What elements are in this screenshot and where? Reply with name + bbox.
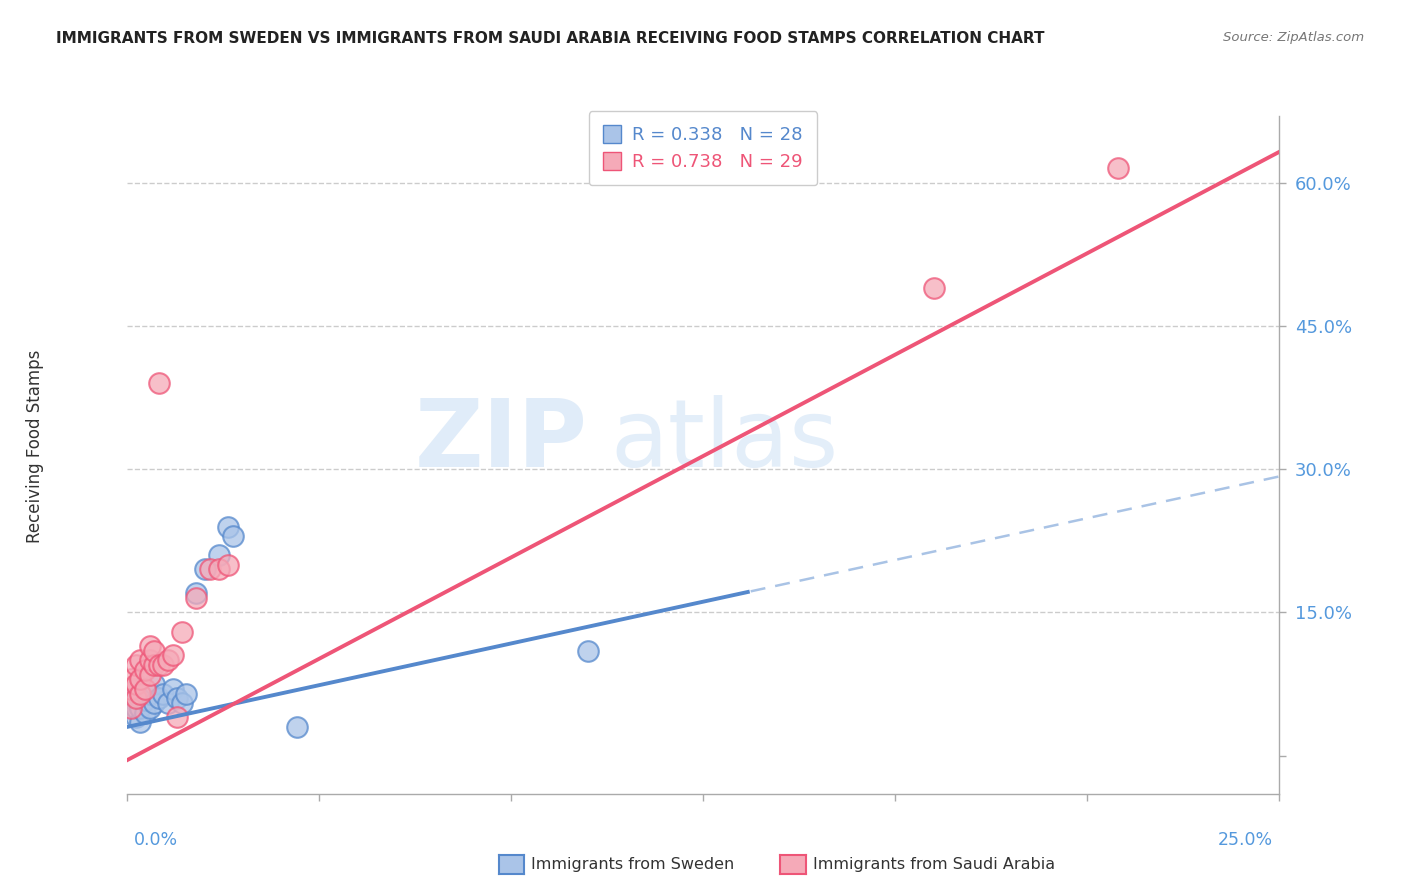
- Point: [198, 562, 221, 576]
- Point: [120, 701, 142, 715]
- Point: [157, 696, 180, 710]
- Point: [152, 657, 174, 672]
- Point: [120, 696, 142, 710]
- Point: [120, 673, 142, 687]
- Point: [285, 720, 308, 734]
- Point: [922, 281, 945, 295]
- Point: [166, 710, 188, 724]
- Text: 25.0%: 25.0%: [1218, 831, 1272, 849]
- Point: [143, 677, 166, 691]
- Point: [143, 657, 166, 672]
- Point: [208, 562, 231, 576]
- Point: [162, 681, 184, 696]
- Point: [217, 519, 239, 533]
- Point: [184, 586, 207, 600]
- Point: [134, 706, 156, 720]
- Point: [148, 657, 170, 672]
- Point: [129, 653, 152, 667]
- Point: [143, 643, 166, 657]
- Point: [194, 562, 217, 576]
- Point: [125, 701, 148, 715]
- Point: [125, 691, 148, 706]
- Point: [129, 701, 152, 715]
- Point: [176, 687, 198, 701]
- Point: [143, 696, 166, 710]
- Text: Receiving Food Stamps: Receiving Food Stamps: [27, 350, 44, 542]
- Point: [129, 715, 152, 730]
- Point: [148, 376, 170, 391]
- Text: atlas: atlas: [610, 395, 839, 487]
- Point: [138, 687, 160, 701]
- Point: [1107, 161, 1129, 176]
- Point: [184, 591, 207, 606]
- Point: [129, 673, 152, 687]
- Point: [166, 691, 188, 706]
- Point: [162, 648, 184, 663]
- Text: Immigrants from Sweden: Immigrants from Sweden: [531, 857, 735, 871]
- Point: [138, 701, 160, 715]
- Text: 0.0%: 0.0%: [134, 831, 177, 849]
- Point: [217, 558, 239, 572]
- Text: Immigrants from Saudi Arabia: Immigrants from Saudi Arabia: [813, 857, 1054, 871]
- Point: [157, 653, 180, 667]
- Text: ZIP: ZIP: [415, 395, 588, 487]
- Point: [120, 681, 142, 696]
- Point: [129, 691, 152, 706]
- Point: [134, 663, 156, 677]
- Point: [134, 693, 156, 707]
- Point: [576, 643, 599, 657]
- Legend: R = 0.338   N = 28, R = 0.738   N = 29: R = 0.338 N = 28, R = 0.738 N = 29: [589, 112, 817, 186]
- Point: [134, 681, 156, 696]
- Point: [152, 687, 174, 701]
- Point: [125, 677, 148, 691]
- Point: [138, 667, 160, 681]
- Point: [125, 710, 148, 724]
- Point: [125, 681, 148, 696]
- Point: [125, 657, 148, 672]
- Text: Source: ZipAtlas.com: Source: ZipAtlas.com: [1223, 31, 1364, 45]
- Point: [138, 639, 160, 653]
- Point: [148, 691, 170, 706]
- Point: [170, 624, 193, 639]
- Point: [120, 691, 142, 706]
- Point: [129, 687, 152, 701]
- Point: [208, 548, 231, 562]
- Point: [221, 529, 243, 543]
- Point: [170, 696, 193, 710]
- Text: IMMIGRANTS FROM SWEDEN VS IMMIGRANTS FROM SAUDI ARABIA RECEIVING FOOD STAMPS COR: IMMIGRANTS FROM SWEDEN VS IMMIGRANTS FRO…: [56, 31, 1045, 46]
- Point: [138, 653, 160, 667]
